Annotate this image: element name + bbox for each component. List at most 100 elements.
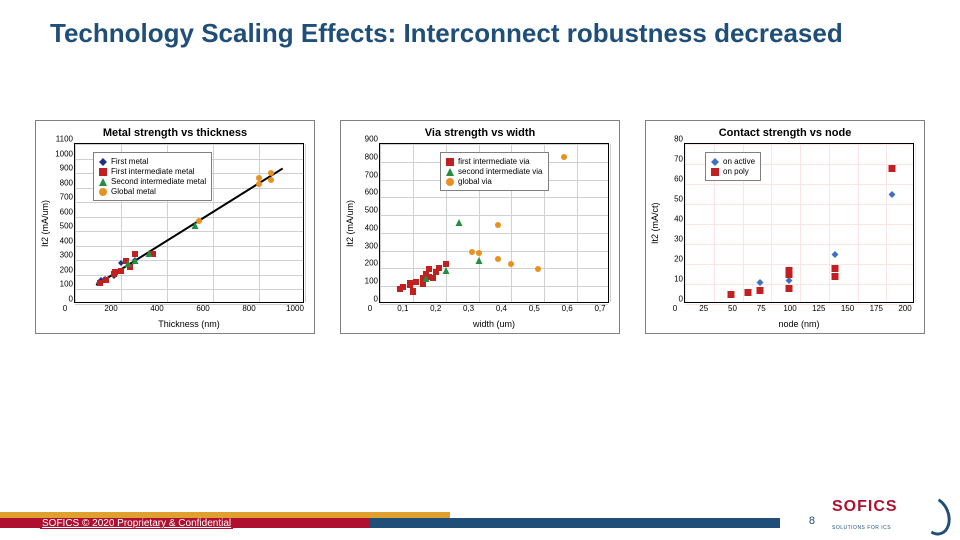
y-tick: 1100 [56, 135, 73, 144]
data-point [423, 269, 430, 287]
y-tick: 200 [365, 259, 378, 268]
legend-marker-icon [711, 158, 719, 166]
data-point [455, 213, 462, 231]
data-point [728, 285, 735, 303]
legend-label: on active [723, 157, 755, 166]
data-point [535, 259, 541, 277]
data-point [745, 283, 752, 301]
legend-marker-icon [711, 168, 719, 176]
y-tick: 800 [365, 152, 378, 161]
charts-container: Metal strength vs thicknessIt2 (mA/um)01… [35, 120, 925, 334]
x-axis-label: Thickness (nm) [74, 319, 304, 329]
x-tick: 0,2 [430, 304, 441, 313]
data-point [476, 243, 482, 261]
y-axis-label: It2 (mA/ct) [650, 143, 660, 303]
data-point [889, 185, 896, 203]
x-tick: 0,5 [529, 304, 540, 313]
x-tick: 0,1 [397, 304, 408, 313]
data-point [256, 168, 262, 186]
x-tick: 125 [812, 304, 825, 313]
legend-label: First intermediate metal [111, 167, 195, 176]
x-tick: 600 [196, 304, 209, 313]
legend-marker-icon [99, 188, 107, 196]
legend-label: Global metal [111, 187, 156, 196]
plot-area: 0100200300400500600700800900100011000200… [74, 143, 304, 303]
x-axis-label: width (um) [379, 319, 609, 329]
data-point [495, 249, 501, 267]
chart-1: Via strength vs width It2 (mA/um) 01002003… [340, 120, 620, 334]
y-tick: 600 [365, 188, 378, 197]
y-tick: 30 [674, 235, 683, 244]
x-tick: 200 [898, 304, 911, 313]
data-point [413, 272, 419, 290]
y-tick: 600 [60, 207, 73, 216]
legend-marker-icon [99, 178, 107, 186]
legend-item: on active [711, 157, 755, 166]
legend: first intermediate viasecond intermediat… [440, 152, 549, 191]
y-tick: 50 [674, 195, 683, 204]
x-tick: 0 [673, 304, 677, 313]
x-tick: 100 [783, 304, 796, 313]
legend-label: on poly [723, 167, 749, 176]
legend-marker-icon [99, 158, 107, 166]
page-number: 8 [809, 515, 815, 527]
legend-marker-icon [446, 168, 454, 176]
y-axis-label: It2 (mA/um) [345, 143, 355, 303]
y-tick: 1000 [55, 149, 73, 158]
y-tick: 100 [60, 280, 73, 289]
y-tick: 100 [365, 277, 378, 286]
y-tick: 400 [60, 236, 73, 245]
logo-arc-icon [914, 492, 956, 540]
chart-title: Via strength vs width [345, 127, 615, 139]
y-tick: 500 [60, 222, 73, 231]
y-tick: 0 [679, 295, 683, 304]
legend-item: first intermediate via [446, 157, 543, 166]
page-title: Technology Scaling Effects: Interconnect… [50, 18, 843, 49]
x-tick: 0,3 [463, 304, 474, 313]
data-point [495, 215, 501, 233]
y-tick: 700 [60, 193, 73, 202]
x-tick: 800 [242, 304, 255, 313]
data-point [103, 270, 109, 288]
plot-area: 010020030040050060070080090000,10,20,30,… [379, 143, 609, 303]
chart-title: Contact strength vs node [650, 127, 920, 139]
x-tick: 0,7 [594, 304, 605, 313]
y-tick: 0 [69, 295, 73, 304]
legend-marker-icon [446, 178, 454, 186]
y-tick: 0 [374, 295, 378, 304]
logo-main-text: SOFICS [832, 498, 898, 515]
data-point [145, 244, 152, 262]
data-point [442, 261, 449, 279]
legend-label: First metal [111, 157, 148, 166]
x-tick: 0,6 [562, 304, 573, 313]
y-tick: 10 [674, 275, 683, 284]
data-point [469, 242, 475, 260]
legend-item: on poly [711, 167, 755, 176]
chart-title: Metal strength vs thickness [40, 127, 310, 139]
y-tick: 900 [365, 135, 378, 144]
sofics-logo: SOFICS SOLUTIONS FOR ICS [832, 498, 942, 534]
x-tick: 150 [841, 304, 854, 313]
y-tick: 60 [674, 175, 683, 184]
x-tick: 175 [870, 304, 883, 313]
x-tick: 400 [150, 304, 163, 313]
legend-marker-icon [446, 158, 454, 166]
footer: SOFICS © 2020 Proprietary & Confidential… [0, 490, 960, 540]
legend-item: First intermediate metal [99, 167, 206, 176]
logo-sub-text: SOLUTIONS FOR ICS [832, 525, 891, 531]
data-point [268, 163, 274, 181]
y-tick: 800 [60, 178, 73, 187]
legend: on activeon poly [705, 152, 761, 181]
y-tick: 400 [365, 223, 378, 232]
y-tick: 300 [60, 251, 73, 260]
legend-label: first intermediate via [458, 157, 530, 166]
y-tick: 700 [365, 170, 378, 179]
legend: First metalFirst intermediate metalSecon… [93, 152, 212, 201]
y-axis-label: It2 (mA/um) [40, 143, 50, 303]
legend-item: First metal [99, 157, 206, 166]
y-tick: 900 [60, 164, 73, 173]
data-point [508, 254, 514, 272]
data-point [400, 277, 406, 295]
x-tick: 0 [368, 304, 372, 313]
y-tick: 80 [674, 135, 683, 144]
